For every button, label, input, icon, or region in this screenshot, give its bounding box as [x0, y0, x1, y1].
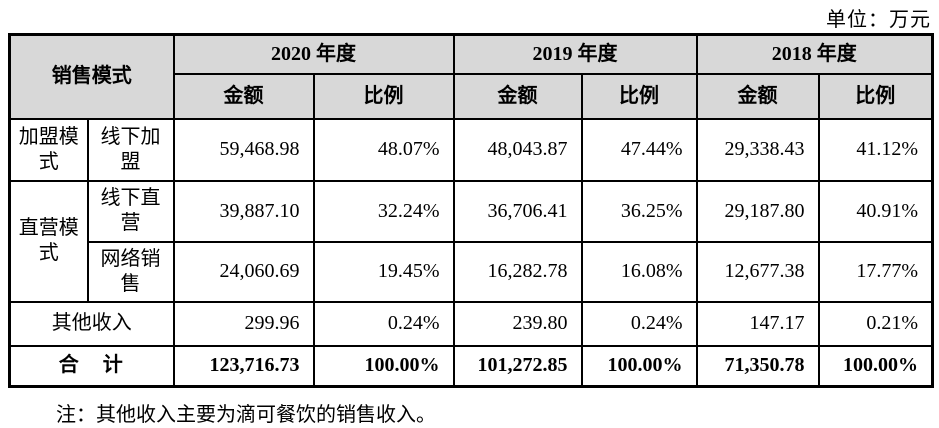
- ratio-cell-2020: 32.24%: [312, 179, 455, 243]
- ratio-header-2018: 比例: [817, 72, 934, 120]
- year-header-2019: 2019 年度: [452, 33, 698, 75]
- amount-cell-2020: 59,468.98: [172, 117, 315, 182]
- total-row-label: 合 计: [8, 344, 175, 388]
- sales-model-table: 销售模式 2020 年度 2019 年度 2018 年度 金额 比例 金额 比例…: [8, 33, 934, 388]
- amount-cell-2019: 16,282.78: [452, 240, 583, 303]
- table-row-other-income: 其他收入 299.96 0.24% 239.80 0.24% 147.17 0.…: [8, 300, 934, 347]
- amount-cell-2019: 239.80: [452, 300, 583, 347]
- corner-header-cell: 销售模式: [8, 33, 175, 120]
- amount-cell-2020: 39,887.10: [172, 179, 315, 243]
- amount-cell-2018: 29,187.80: [695, 179, 820, 243]
- amount-header-2019: 金额: [452, 72, 583, 120]
- ratio-cell-2019: 36.25%: [580, 179, 698, 243]
- row-sub-label: 线下直营: [86, 179, 175, 243]
- amount-cell-2019: 101,272.85: [452, 344, 583, 388]
- row-label: 其他收入: [8, 300, 175, 347]
- amount-cell-2018: 29,338.43: [695, 117, 820, 182]
- amount-cell-2020: 24,060.69: [172, 240, 315, 303]
- amount-header-2020: 金额: [172, 72, 315, 120]
- ratio-header-2019: 比例: [580, 72, 698, 120]
- amount-cell-2019: 36,706.41: [452, 179, 583, 243]
- ratio-cell-2020: 100.00%: [312, 344, 455, 388]
- ratio-cell-2018: 0.21%: [817, 300, 934, 347]
- ratio-cell-2020: 48.07%: [312, 117, 455, 182]
- amount-cell-2020: 123,716.73: [172, 344, 315, 388]
- ratio-cell-2018: 100.00%: [817, 344, 934, 388]
- header-row-years: 销售模式 2020 年度 2019 年度 2018 年度: [8, 33, 934, 120]
- ratio-header-2020: 比例: [312, 72, 455, 120]
- year-header-2018: 2018 年度: [695, 33, 934, 75]
- year-header-2020: 2020 年度: [172, 33, 455, 75]
- table-row-franchise-offline: 加盟模式 线下加盟 59,468.98 48.07% 48,043.87 47.…: [8, 117, 934, 182]
- ratio-cell-2018: 17.77%: [817, 240, 934, 303]
- ratio-cell-2019: 16.08%: [580, 240, 698, 303]
- footnote: 注：其他收入主要为滴可餐饮的销售收入。: [56, 404, 436, 426]
- row-sub-label: 线下加盟: [86, 117, 175, 182]
- ratio-cell-2018: 40.91%: [817, 179, 934, 243]
- ratio-cell-2020: 0.24%: [312, 300, 455, 347]
- ratio-cell-2019: 100.00%: [580, 344, 698, 388]
- ratio-cell-2018: 41.12%: [817, 117, 934, 182]
- row-group-label: 加盟模式: [8, 117, 89, 182]
- amount-cell-2018: 71,350.78: [695, 344, 820, 388]
- table-row-online-sales: 网络销售 24,060.69 19.45% 16,282.78 16.08% 1…: [10, 240, 934, 303]
- amount-cell-2018: 147.17: [695, 300, 820, 347]
- unit-label: 单位：万元: [826, 9, 931, 31]
- amount-cell-2019: 48,043.87: [452, 117, 583, 182]
- ratio-cell-2020: 19.45%: [312, 240, 455, 303]
- ratio-cell-2019: 47.44%: [580, 117, 698, 182]
- ratio-cell-2019: 0.24%: [580, 300, 698, 347]
- row-group-label: 直营模式: [8, 179, 89, 303]
- table-row-direct-offline: 直营模式 线下直营 39,887.10 32.24% 36,706.41 36.…: [8, 179, 934, 303]
- amount-header-2018: 金额: [695, 72, 820, 120]
- table-row-total: 合 计 123,716.73 100.00% 101,272.85 100.00…: [8, 344, 934, 388]
- amount-cell-2020: 299.96: [172, 300, 315, 347]
- header-row-sub: 金额 比例 金额 比例 金额 比例: [10, 72, 934, 120]
- row-sub-label: 网络销售: [86, 240, 175, 303]
- amount-cell-2018: 12,677.38: [695, 240, 820, 303]
